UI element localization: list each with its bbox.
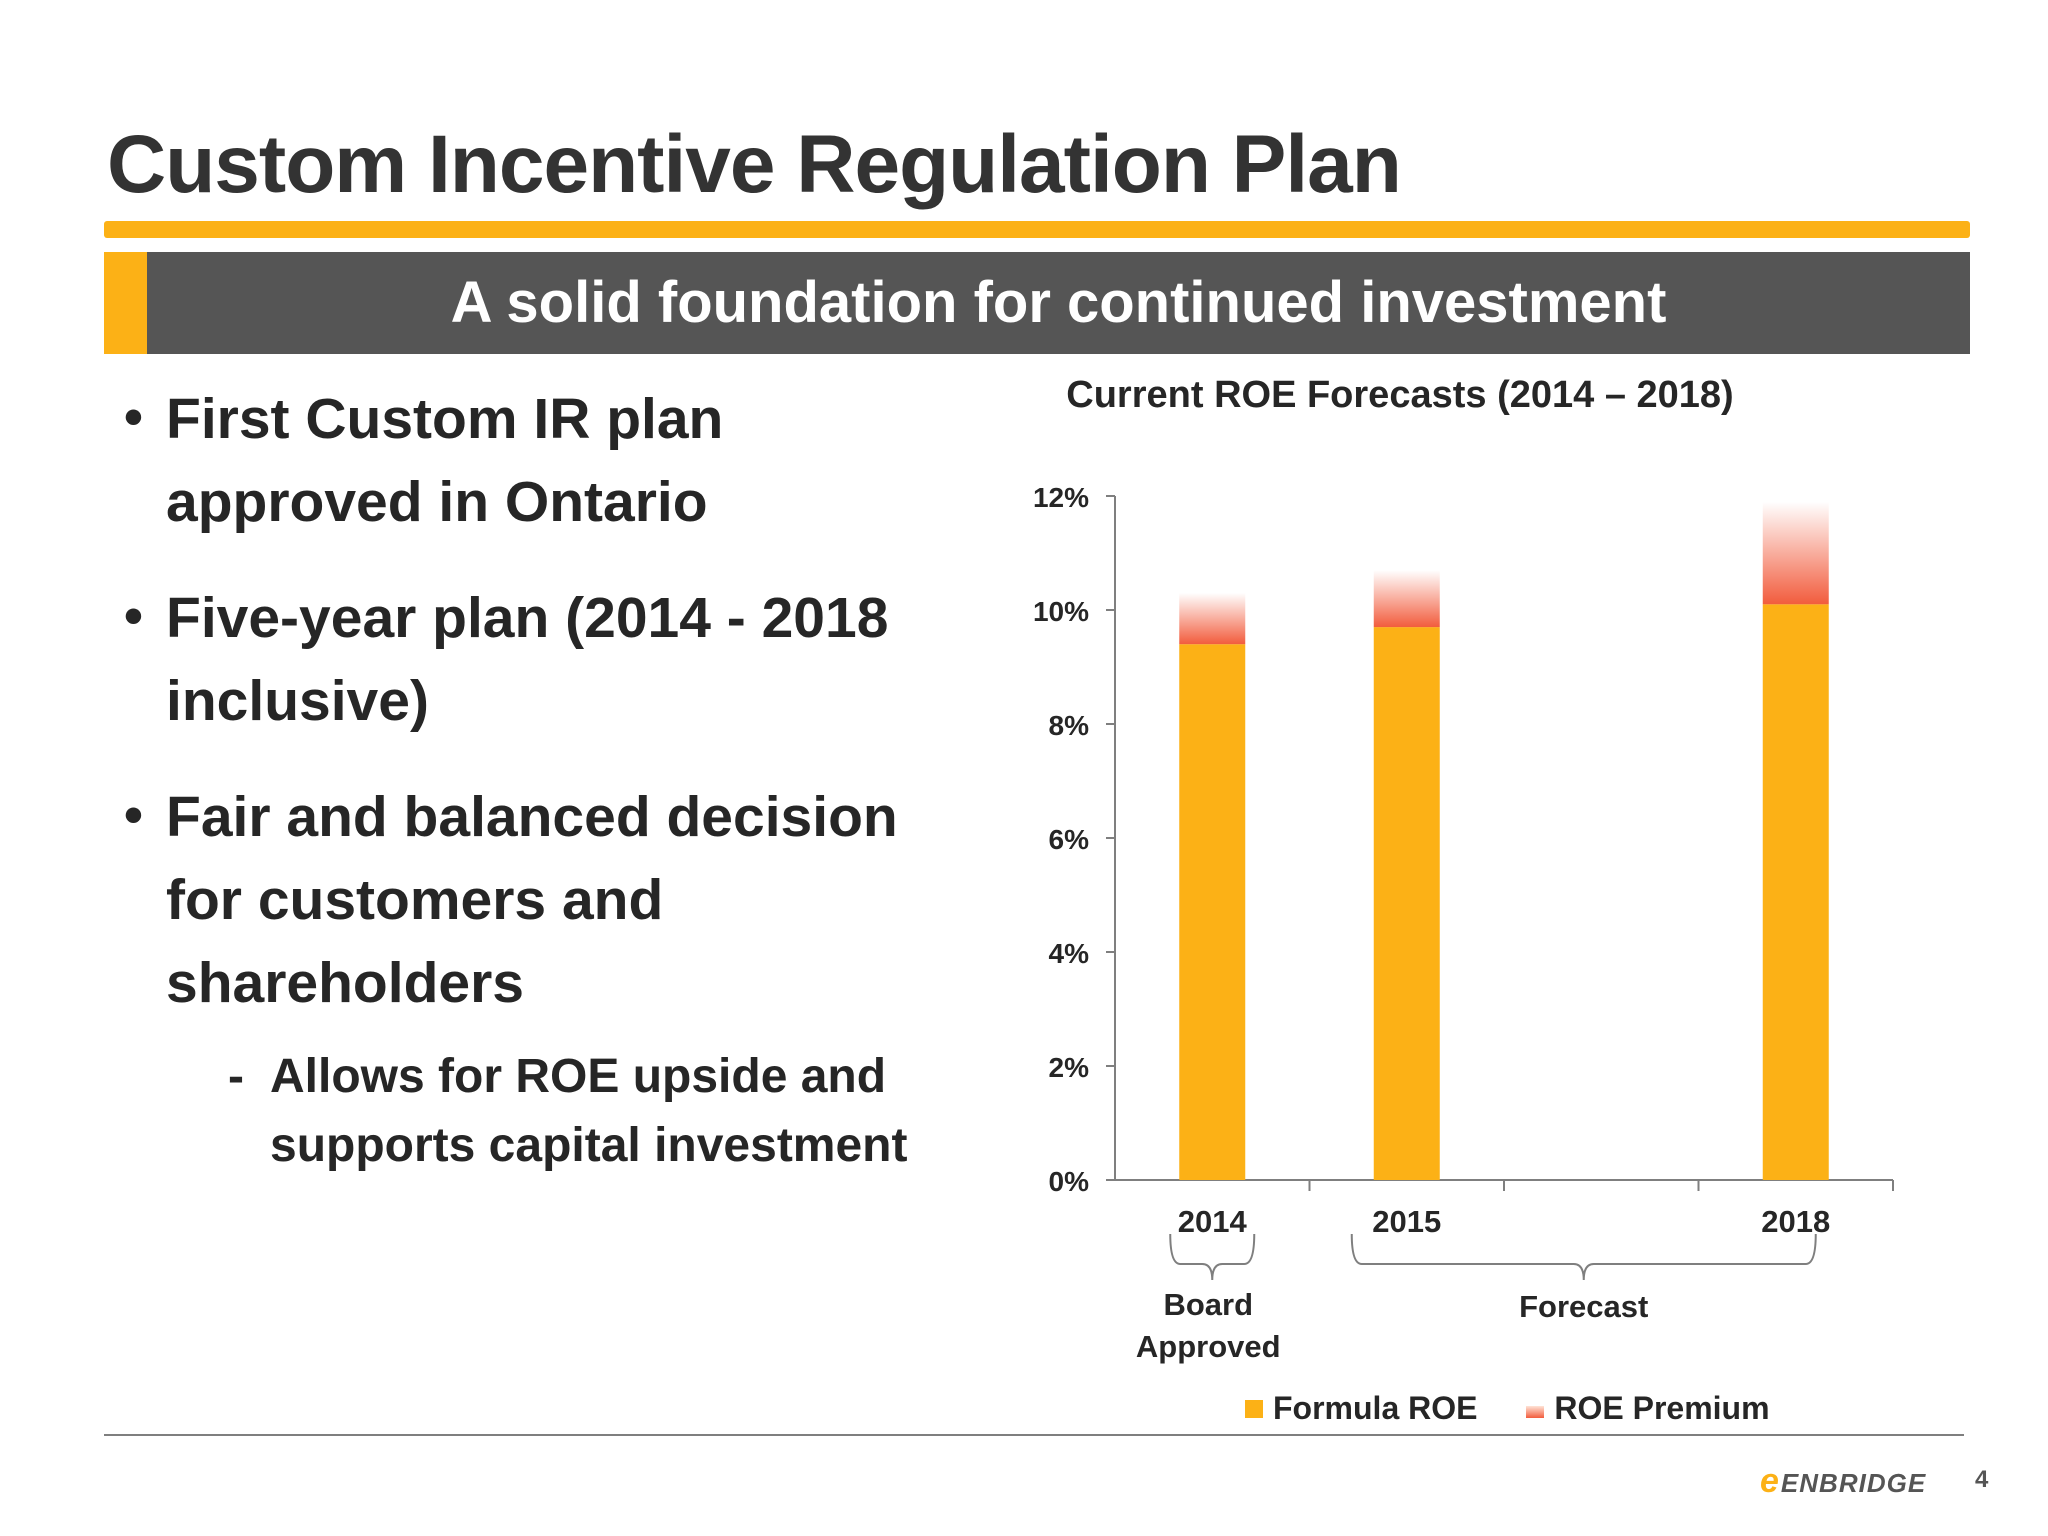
bullet-text: Five-year plan (2014 - 2018 inclusive) bbox=[166, 586, 889, 733]
bullet-text: First Custom IR plan approved in Ontario bbox=[166, 387, 724, 534]
enbridge-logo: eENBRIDGE bbox=[1760, 1462, 1926, 1501]
bar-roe-premium bbox=[1373, 570, 1440, 628]
bullet-dot: • bbox=[124, 785, 143, 845]
bar-roe-premium bbox=[1762, 501, 1829, 605]
bullet-item: • Fair and balanced decision for custome… bbox=[124, 776, 964, 1025]
logo-text: ENBRIDGE bbox=[1780, 1468, 1927, 1498]
bar-formula-roe bbox=[1762, 604, 1829, 1180]
y-tick-label: 10% bbox=[1033, 596, 1089, 627]
legend-item-formula-roe: Formula ROE bbox=[1245, 1390, 1477, 1427]
title-underline bbox=[104, 221, 1970, 238]
bullet-list: • First Custom IR plan approved in Ontar… bbox=[124, 378, 964, 1058]
footer-divider bbox=[104, 1434, 1964, 1436]
bullet-text: Fair and balanced decision for customers… bbox=[166, 785, 898, 1015]
bullet-dot: • bbox=[124, 586, 143, 646]
bullet-item: • Five-year plan (2014 - 2018 inclusive) bbox=[124, 577, 964, 743]
sub-bullet: - Allows for ROE upside and supports cap… bbox=[228, 1042, 990, 1180]
y-tick-label: 0% bbox=[1049, 1166, 1090, 1197]
y-tick-label: 6% bbox=[1049, 824, 1090, 855]
chart-title: Current ROE Forecasts (2014 – 2018) bbox=[1066, 374, 1734, 416]
bullet-item: • First Custom IR plan approved in Ontar… bbox=[124, 378, 964, 544]
bar-formula-roe bbox=[1373, 627, 1440, 1180]
x-tick-label: 2015 bbox=[1372, 1204, 1441, 1239]
annotation-forecast: Forecast bbox=[1519, 1289, 1648, 1324]
sub-bullet-text: Allows for ROE upside and supports capit… bbox=[270, 1050, 908, 1172]
sub-bullet-dash: - bbox=[228, 1050, 244, 1103]
chart-legend: Formula ROE ROE Premium bbox=[1245, 1390, 1810, 1427]
legend-item-roe-premium: ROE Premium bbox=[1526, 1390, 1770, 1427]
banner-text: A solid foundation for continued investm… bbox=[450, 270, 1667, 335]
legend-label: Formula ROE bbox=[1273, 1390, 1478, 1426]
annotation-board-approved: Approved bbox=[1136, 1329, 1281, 1364]
banner-accent bbox=[104, 252, 147, 354]
bracket-board-approved bbox=[1169, 1233, 1256, 1281]
subtitle-banner: A solid foundation for continued investm… bbox=[104, 252, 1970, 354]
x-tick-label: 2014 bbox=[1178, 1204, 1248, 1239]
legend-swatch-roe-premium bbox=[1526, 1406, 1545, 1418]
y-tick-label: 12% bbox=[1033, 482, 1089, 513]
y-tick-label: 2% bbox=[1049, 1052, 1090, 1083]
page-number: 4 bbox=[1975, 1466, 1989, 1493]
bracket-forecast bbox=[1350, 1233, 1817, 1281]
bullet-dot: • bbox=[124, 387, 143, 447]
y-tick-label: 8% bbox=[1049, 710, 1090, 741]
legend-label: ROE Premium bbox=[1554, 1390, 1770, 1426]
bar-formula-roe bbox=[1179, 644, 1246, 1180]
legend-swatch-formula-roe bbox=[1245, 1400, 1263, 1418]
x-tick-label: 2018 bbox=[1761, 1204, 1830, 1239]
bar-roe-premium bbox=[1179, 592, 1246, 645]
y-tick-label: 4% bbox=[1049, 938, 1090, 969]
annotation-board-approved: Board bbox=[1163, 1287, 1253, 1322]
logo-mark-icon: e bbox=[1760, 1462, 1780, 1500]
slide-title: Custom Incentive Regulation Plan bbox=[107, 119, 1402, 210]
